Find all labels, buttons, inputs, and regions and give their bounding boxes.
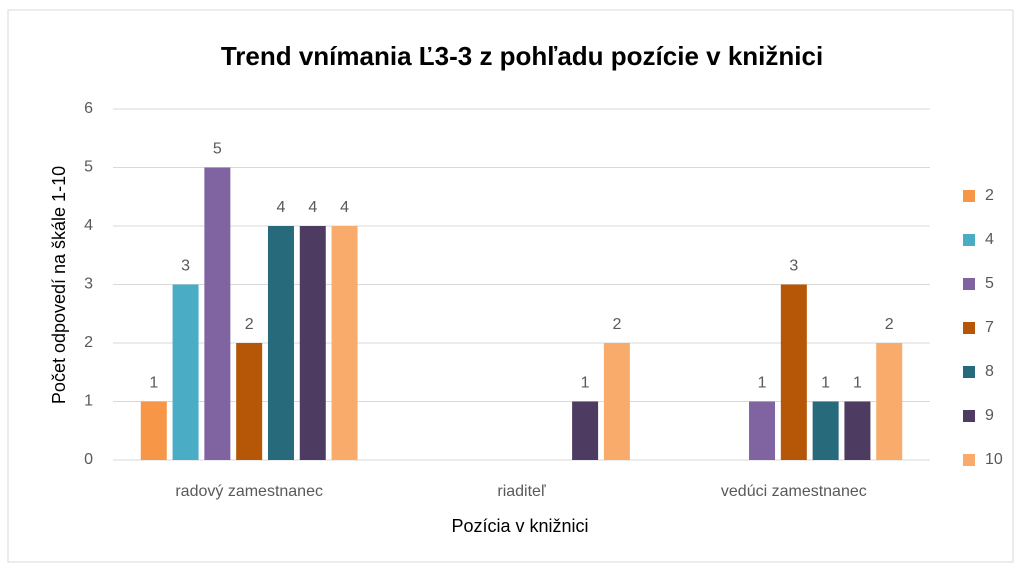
data-label: 1: [758, 375, 767, 392]
bar: [844, 401, 871, 460]
bar: [876, 343, 903, 460]
legend-swatch: [963, 234, 975, 246]
legend-swatch: [963, 454, 975, 466]
legend-label: 8: [985, 363, 994, 380]
legend-label: 5: [985, 275, 994, 292]
x-tick-label: radový zamestnanec: [175, 483, 323, 500]
y-tick-label: 1: [84, 393, 93, 410]
x-tick-label: riaditeľ: [497, 483, 546, 500]
legend-label: 4: [985, 231, 994, 248]
data-label: 3: [789, 258, 798, 275]
bar: [331, 226, 358, 460]
bar: [603, 343, 630, 460]
data-label: 3: [181, 258, 190, 275]
y-tick-label: 6: [84, 100, 93, 117]
data-label: 1: [149, 375, 158, 392]
x-axis-label: Pozícia v knižnici: [451, 516, 588, 536]
bar: [812, 401, 839, 460]
y-axis-label: Počet odpovedí na škále 1-10: [49, 166, 69, 404]
bar: [572, 401, 599, 460]
bar: [267, 226, 294, 460]
y-tick-label: 4: [84, 217, 93, 234]
legend-swatch: [963, 278, 975, 290]
data-label: 2: [885, 316, 894, 333]
legend-label: 2: [985, 187, 994, 204]
legend-swatch: [963, 190, 975, 202]
bar: [204, 167, 231, 460]
legend-label: 7: [985, 319, 994, 336]
data-label: 1: [853, 375, 862, 392]
data-label: 4: [277, 199, 286, 216]
legend-swatch: [963, 322, 975, 334]
bar: [299, 226, 326, 460]
bar: [236, 343, 263, 460]
legend-swatch: [963, 366, 975, 378]
data-label: 5: [213, 141, 222, 158]
y-tick-label: 2: [84, 334, 93, 351]
bar: [749, 401, 776, 460]
legend-label: 9: [985, 407, 994, 424]
chart-title: Trend vnímania Ľ3-3 z pohľadu pozície v …: [221, 41, 823, 71]
bar: [780, 284, 807, 460]
legend-label: 10: [985, 451, 1003, 468]
data-label: 2: [245, 316, 254, 333]
data-label: 1: [581, 375, 590, 392]
data-label: 4: [308, 199, 317, 216]
bar: [140, 401, 167, 460]
legend-swatch: [963, 410, 975, 422]
y-tick-label: 5: [84, 159, 93, 176]
x-tick-label: vedúci zamestnanec: [721, 483, 867, 500]
y-tick-label: 0: [84, 451, 93, 468]
y-tick-label: 3: [84, 276, 93, 293]
data-label: 2: [612, 316, 621, 333]
chart-border: [7, 9, 1014, 563]
bar: [172, 284, 199, 460]
data-label: 4: [340, 199, 349, 216]
data-label: 1: [821, 375, 830, 392]
